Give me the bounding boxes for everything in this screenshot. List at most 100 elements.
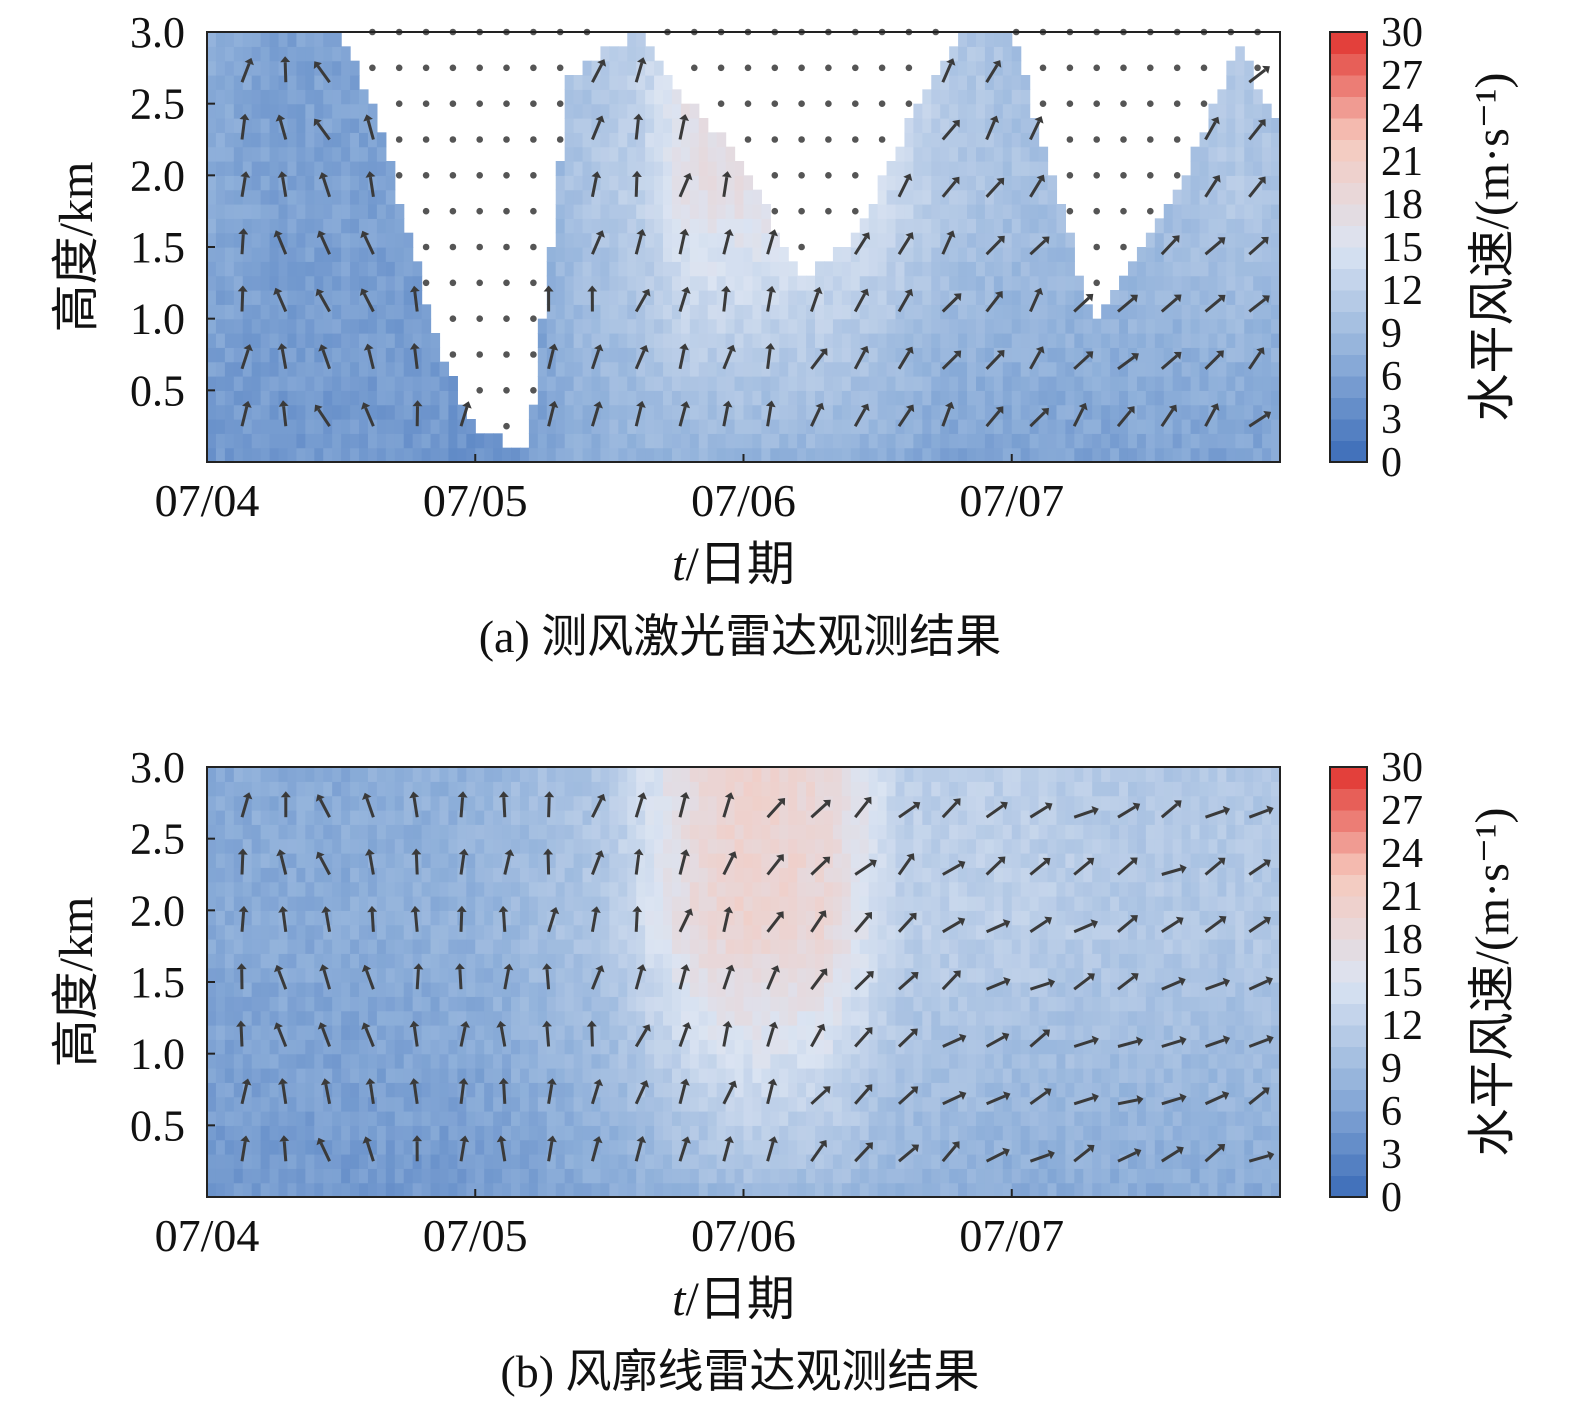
- heatmap-cell: [1020, 218, 1031, 234]
- heatmap-cell: [671, 419, 682, 434]
- heatmap-cell: [931, 390, 941, 406]
- heatmap-cell: [359, 175, 369, 191]
- heatmap-cell: [904, 419, 914, 434]
- heatmap-cell: [323, 103, 333, 119]
- heatmap-cell: [269, 967, 280, 983]
- heatmap-cell: [287, 189, 298, 205]
- heatmap-cell: [770, 1182, 780, 1198]
- heatmap-cell: [341, 1096, 351, 1112]
- heatmap-cell: [224, 1111, 235, 1126]
- heatmap-cell: [591, 982, 602, 997]
- heatmap-cell: [215, 261, 226, 277]
- heatmap-cell: [582, 447, 593, 463]
- heatmap-cell: [1020, 275, 1031, 291]
- heatmap-cell: [1244, 161, 1254, 176]
- heatmap-cell: [359, 1053, 369, 1069]
- heatmap-cell: [797, 376, 807, 391]
- heatmap-cell: [618, 218, 628, 234]
- heatmap-cell: [1002, 247, 1013, 262]
- heatmap-cell: [958, 132, 968, 148]
- heatmap-cell: [403, 304, 414, 320]
- heatmap-cell: [716, 275, 727, 291]
- heatmap-cell: [305, 867, 315, 883]
- heatmap-cell: [323, 881, 333, 897]
- heatmap-cell: [251, 275, 262, 291]
- heatmap-cell: [752, 447, 762, 463]
- heatmap-cell: [806, 304, 816, 320]
- heatmap-cell: [779, 939, 789, 954]
- heatmap-cell: [269, 32, 280, 47]
- heatmap-cell: [448, 1039, 458, 1055]
- heatmap-cell: [296, 1154, 306, 1169]
- heatmap-cell: [350, 232, 360, 248]
- heatmap-cell: [466, 1068, 476, 1083]
- heatmap-cell: [904, 261, 914, 277]
- heatmap-cell: [564, 261, 575, 277]
- heatmap-cell: [770, 982, 780, 997]
- heatmap-cell: [350, 204, 360, 219]
- heatmap-cell: [788, 1182, 798, 1198]
- heatmap-cell: [1181, 189, 1192, 205]
- heatmap-cell: [788, 1053, 798, 1069]
- heatmap-cell: [716, 189, 727, 205]
- heatmap-cell: [654, 419, 664, 434]
- heatmap-cell: [1217, 376, 1227, 391]
- heatmap-cell: [1029, 290, 1040, 305]
- heatmap-cell: [806, 290, 816, 305]
- heatmap-cell: [564, 1168, 575, 1184]
- heatmap-cell: [305, 996, 315, 1012]
- heatmap-cell: [394, 838, 405, 854]
- heatmap-cell: [546, 376, 557, 391]
- heatmap-cell: [215, 853, 226, 868]
- heatmap-cell: [797, 996, 807, 1012]
- wind-arrow: [1160, 404, 1178, 428]
- heatmap-cell: [555, 204, 566, 219]
- heatmap-cell: [797, 318, 807, 334]
- heatmap-cell: [895, 161, 906, 176]
- heatmap-cell: [618, 60, 628, 76]
- heatmap-cell: [967, 318, 977, 334]
- heatmap-cell: [671, 261, 682, 277]
- heatmap-cell: [707, 1082, 718, 1098]
- heatmap-cell: [734, 810, 745, 825]
- heatmap-cell: [305, 333, 315, 348]
- heatmap-cell: [332, 419, 342, 434]
- heatmap-cell: [350, 781, 360, 797]
- heatmap-cell: [725, 161, 736, 176]
- heatmap-cell: [600, 247, 610, 262]
- heatmap-cell: [582, 853, 593, 868]
- heatmap-cell: [1217, 118, 1227, 133]
- heatmap-cell: [922, 347, 932, 363]
- heatmap-cell: [609, 390, 619, 406]
- heatmap-cell: [582, 118, 593, 133]
- heatmap-cell: [466, 1154, 476, 1169]
- heatmap-cell: [752, 1025, 762, 1040]
- heatmap-cell: [958, 433, 968, 449]
- heatmap-cell: [493, 967, 503, 983]
- heatmap-cell: [502, 896, 512, 911]
- heatmap-cell: [707, 361, 718, 377]
- heatmap-cell: [734, 204, 745, 219]
- heatmap-cell: [511, 1182, 521, 1198]
- heatmap-cell: [591, 867, 602, 883]
- heatmap-cell: [698, 996, 709, 1012]
- heatmap-cell: [564, 175, 575, 191]
- heatmap-cell: [350, 419, 360, 434]
- heatmap-cell: [1038, 161, 1049, 176]
- heatmap-cell: [305, 146, 315, 162]
- heatmap-cell: [671, 333, 682, 348]
- heatmap-cell: [1199, 275, 1210, 291]
- heatmap-cell: [394, 347, 405, 363]
- heatmap-cell: [663, 982, 673, 997]
- heatmap-cell: [788, 1010, 798, 1026]
- heatmap-cell: [484, 1168, 494, 1184]
- heatmap-cell: [591, 261, 602, 277]
- heatmap-cell: [269, 1182, 280, 1198]
- heatmap-cell: [797, 1168, 807, 1184]
- heatmap-cell: [743, 953, 754, 969]
- heatmap-cell: [233, 1039, 244, 1055]
- heatmap-cell: [1065, 304, 1075, 320]
- heatmap-cell: [296, 189, 306, 205]
- panel-a: 0.5 1.0 1.5 2.0 2.5 3.0 07/04 07/05 07/06 07/07 高度…: [0, 0, 1575, 690]
- heatmap-cell: [931, 419, 941, 434]
